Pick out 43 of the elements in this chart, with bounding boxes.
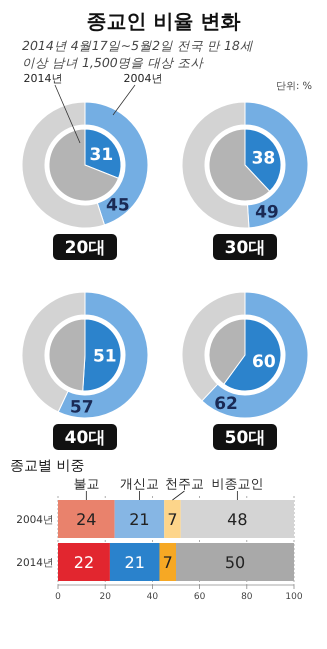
series-label: 천주교: [164, 477, 204, 492]
bar: [180, 500, 294, 538]
series-label: 불교: [73, 477, 100, 492]
text: 종교인 비율 변화: [86, 9, 240, 33]
bar: [176, 543, 294, 581]
text: 20대: [64, 238, 106, 258]
chart-title: 종교별 비중: [10, 458, 84, 474]
x-tick-label: 20: [99, 592, 112, 602]
bar: [114, 500, 164, 538]
data-label: 38: [252, 148, 276, 169]
x-tick-label: 80: [241, 592, 253, 602]
bar: [58, 543, 110, 581]
data-label: 45: [106, 196, 130, 216]
x-tick-label: 100: [285, 592, 303, 602]
data-label: 51: [92, 346, 117, 367]
data-label: 50: [224, 553, 246, 572]
data-label: 7: [167, 510, 178, 529]
data-label: 57: [70, 397, 94, 418]
data-label: 7: [162, 553, 173, 572]
text: 40대: [64, 428, 106, 448]
text: 50대: [224, 428, 266, 448]
bar: [58, 500, 115, 538]
data-label: 31: [90, 144, 114, 165]
data-label: 49: [255, 202, 279, 223]
text: 2014년 4월17일~5월2일 전국 만 18세 이상 남녀 1,500명을 대상 조사: [22, 38, 254, 70]
x-tick-label: 0: [55, 592, 62, 602]
bar: [164, 500, 181, 538]
data-label: 24: [76, 510, 96, 529]
data-label: 60: [252, 352, 276, 372]
data-label: 22: [74, 553, 94, 572]
bar: [110, 543, 160, 581]
text: 단위: %: [276, 81, 312, 92]
data-label: 48: [227, 510, 248, 529]
series-label: 개신교: [120, 477, 159, 492]
x-tick-label: 60: [194, 592, 206, 602]
series-label: 비종교인: [211, 477, 264, 492]
bar: [159, 543, 176, 581]
text: 30대: [224, 238, 266, 258]
data-label: 62: [214, 394, 238, 414]
x-tick-label: 40: [146, 592, 158, 602]
slice-label: 2004년: [124, 72, 162, 85]
data-label: 21: [129, 510, 150, 529]
data-label: 21: [124, 553, 145, 572]
